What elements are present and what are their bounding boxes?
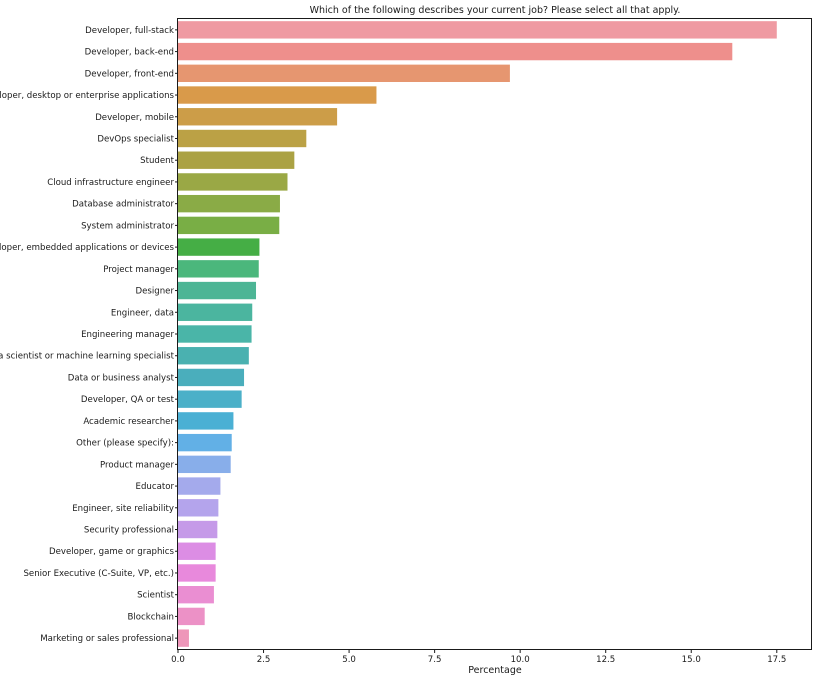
bar-27 — [178, 586, 214, 604]
bar-6 — [178, 129, 307, 148]
x-tick-label: 17.5 — [767, 655, 786, 665]
bar-1 — [178, 21, 777, 39]
bar-25 — [178, 542, 216, 560]
category-label: Developer, mobile — [95, 113, 174, 123]
category-label: Senior Executive (C-Suite, VP, etc.) — [23, 569, 174, 579]
category-label: Other (please specify): — [76, 439, 174, 449]
category-label: Developer, embedded applications or devi… — [0, 243, 175, 253]
category-label: Developer, desktop or enterprise applica… — [0, 91, 175, 101]
category-label: Engineering manager — [81, 330, 174, 340]
bar-9 — [178, 194, 280, 213]
x-axis-label: Percentage — [468, 665, 522, 676]
category-label: Data scientist or machine learning speci… — [0, 352, 175, 362]
bar-29 — [178, 629, 189, 647]
bar-18 — [178, 390, 242, 408]
bar-22 — [178, 477, 221, 495]
x-tick-label: 10.0 — [511, 655, 530, 665]
bar-15 — [178, 325, 252, 343]
category-label: System administrator — [81, 221, 174, 231]
plot-frame — [177, 18, 812, 650]
bar-24 — [178, 520, 218, 539]
category-label: Scientist — [137, 591, 175, 601]
category-labels-group: Developer, full-stack Developer, back-end… — [0, 26, 175, 644]
bar-7 — [178, 151, 295, 169]
bar-21 — [178, 455, 231, 474]
bar-5 — [178, 108, 338, 126]
bar-8 — [178, 173, 288, 191]
category-label: Student — [140, 156, 174, 166]
category-label: Academic researcher — [83, 417, 174, 427]
category-label: Marketing or sales professional — [40, 634, 174, 644]
bar-3 — [178, 64, 510, 82]
category-label: Developer, back-end — [85, 48, 174, 58]
category-label: Educator — [136, 482, 175, 492]
bar-11 — [178, 238, 260, 256]
bar-28 — [178, 607, 205, 626]
chart-title: Which of the following describes your cu… — [310, 5, 681, 16]
bar-2 — [178, 42, 733, 61]
bar-19 — [178, 412, 234, 430]
bar-10 — [178, 216, 280, 235]
category-label: Developer, front-end — [85, 69, 174, 79]
bar-16 — [178, 347, 249, 365]
bars-group — [178, 21, 777, 647]
category-label: Blockchain — [127, 612, 174, 622]
category-label: Developer, QA or test — [81, 395, 175, 405]
category-label: Engineer, data — [111, 308, 174, 318]
category-label: Developer, game or graphics — [49, 547, 175, 557]
bar-4 — [178, 86, 377, 104]
bar-26 — [178, 564, 216, 582]
x-tick-label: 12.5 — [596, 655, 615, 665]
x-tick-label: 5.0 — [342, 655, 356, 665]
bar-14 — [178, 303, 253, 321]
category-label: DevOps specialist — [97, 134, 174, 144]
bar-13 — [178, 281, 257, 300]
x-tick-label: 7.5 — [428, 655, 442, 665]
category-label: Designer — [136, 287, 175, 297]
category-label: Cloud infrastructure engineer — [47, 178, 174, 188]
bar-20 — [178, 433, 232, 452]
category-label: Data or business analyst — [68, 373, 175, 383]
bar-17 — [178, 368, 245, 387]
category-label: Developer, full-stack — [85, 26, 174, 36]
bar-23 — [178, 499, 219, 517]
category-label: Product manager — [100, 460, 174, 470]
x-tick-label: 15.0 — [682, 655, 701, 665]
category-label: Project manager — [103, 265, 174, 275]
bar-12 — [178, 260, 259, 278]
category-label: Security professional — [84, 526, 174, 536]
x-tick-label: 0.0 — [171, 655, 185, 665]
category-label: Database administrator — [72, 200, 174, 210]
category-label: Engineer, site reliability — [72, 504, 174, 514]
x-tick-label: 2.5 — [257, 655, 271, 665]
